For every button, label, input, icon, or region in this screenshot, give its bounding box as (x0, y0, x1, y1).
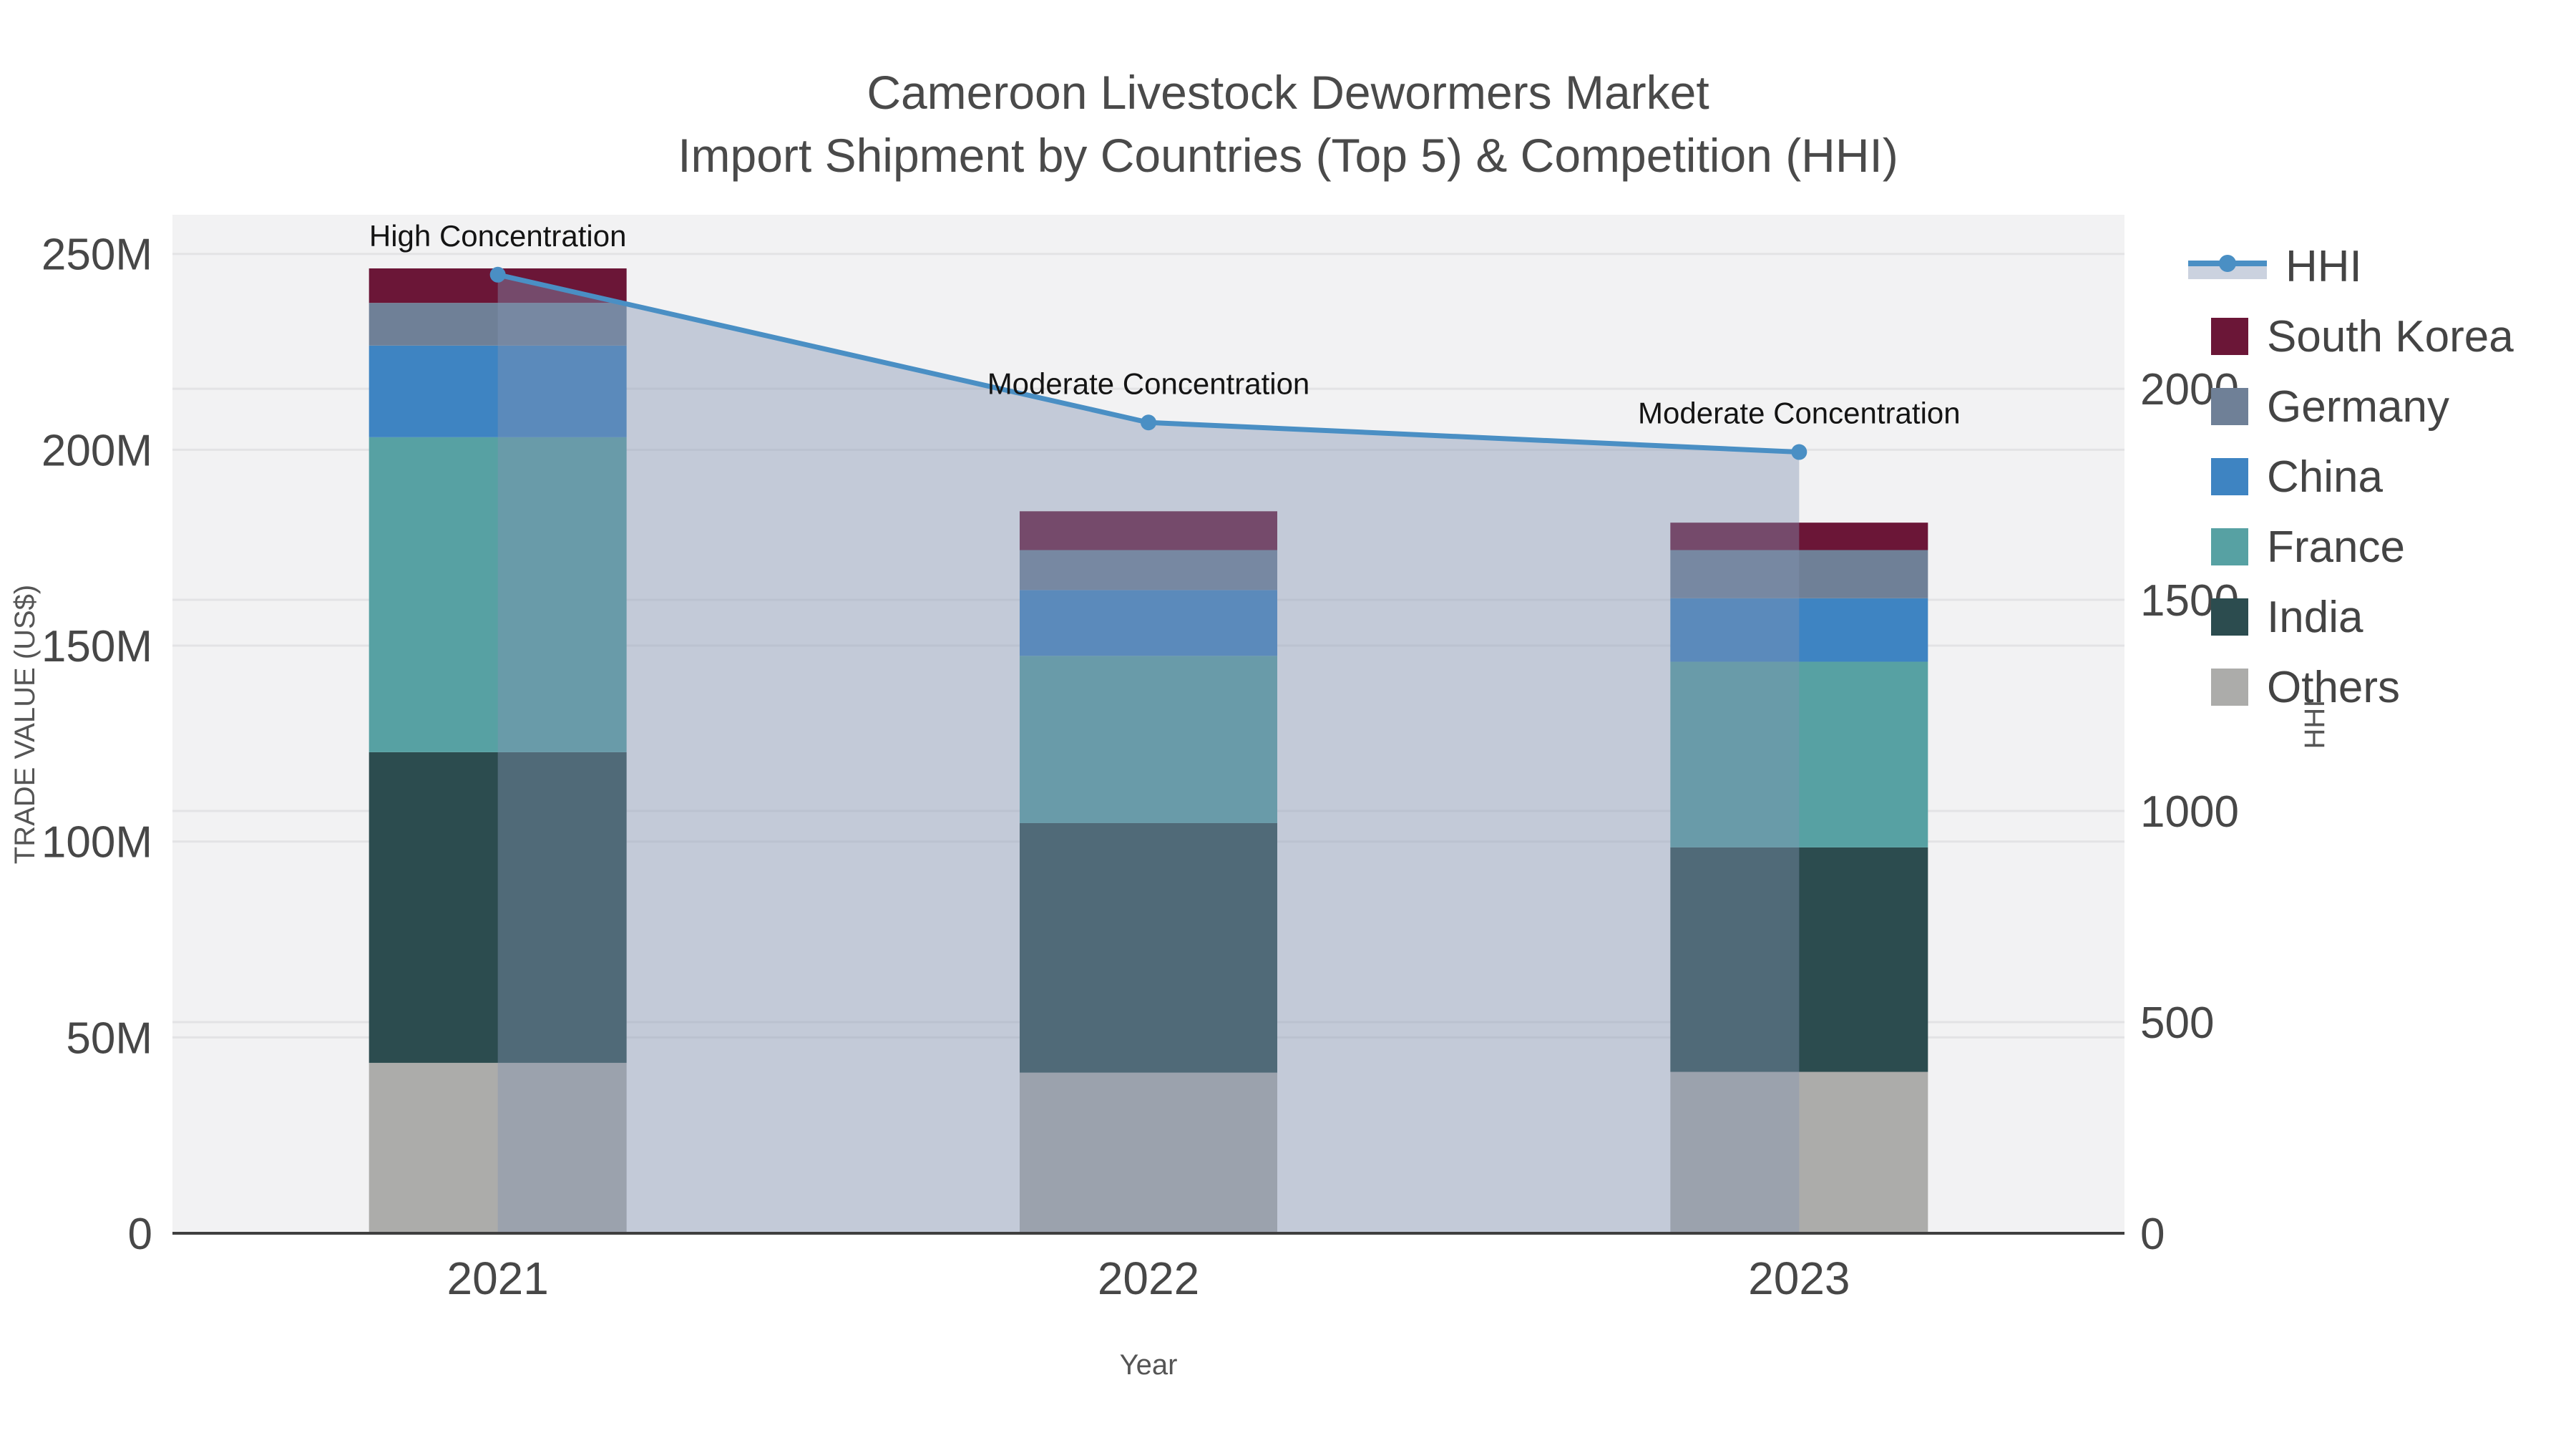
hhi-line-swatch-icon (2188, 255, 2267, 279)
annotation-2023: Moderate Concentration (1638, 397, 1961, 430)
legend-label: China (2267, 452, 2383, 502)
bar-segment-south_korea-2022[interactable] (1020, 511, 1277, 550)
legend-label: HHI (2285, 241, 2362, 291)
hhi-marker-2023[interactable] (1791, 444, 1807, 460)
y2-tick-1000: 1000 (2140, 787, 2239, 837)
legend-label: Germany (2267, 382, 2449, 432)
legend-item-china[interactable]: China (2188, 442, 2514, 512)
chart-title-line2: Import Shipment by Countries (Top 5) & C… (678, 129, 1898, 182)
legend-label: France (2267, 522, 2405, 572)
x-tick-2022: 2022 (1098, 1253, 1199, 1304)
india-swatch-icon (2211, 598, 2248, 636)
bar-segment-china-2023[interactable] (1670, 598, 1928, 662)
y-tick-250M: 250M (42, 230, 152, 280)
china-swatch-icon (2211, 458, 2248, 495)
bar-segment-france-2023[interactable] (1670, 661, 1928, 847)
legend-item-hhi[interactable]: HHI (2188, 231, 2514, 301)
y-axis-title: TRADE VALUE (US$) (9, 585, 41, 864)
bar-segment-france-2022[interactable] (1020, 656, 1277, 823)
legend-item-india[interactable]: India (2188, 582, 2514, 652)
y-tick-0: 0 (128, 1210, 152, 1259)
france-swatch-icon (2211, 528, 2248, 565)
south_korea-swatch-icon (2211, 318, 2248, 355)
plot-layer: High Concentration Moderate Concentration… (42, 215, 2239, 1304)
bar-segment-germany-2023[interactable] (1670, 550, 1928, 598)
y2-tick-500: 500 (2140, 998, 2214, 1048)
bar-segment-india-2022[interactable] (1020, 822, 1277, 1073)
bar-segment-china-2022[interactable] (1020, 590, 1277, 656)
x-tick-2021: 2021 (447, 1253, 548, 1304)
legend-label: Others (2267, 662, 2401, 712)
bar-segment-germany-2022[interactable] (1020, 550, 1277, 591)
legend-label: South Korea (2267, 311, 2514, 361)
y-tick-150M: 150M (42, 622, 152, 671)
legend: HHI South Korea Germany China France India Oth… (2188, 231, 2514, 722)
bar-segment-india-2023[interactable] (1670, 847, 1928, 1072)
y2-axis-title: HHI (2299, 700, 2331, 749)
legend-item-others[interactable]: Others (2188, 652, 2514, 722)
legend-item-france[interactable]: France (2188, 512, 2514, 582)
hhi-marker-2021[interactable] (489, 266, 506, 283)
legend-label: India (2267, 592, 2363, 642)
x-axis-title: Year (1120, 1349, 1178, 1381)
bar-segment-others-2023[interactable] (1670, 1071, 1928, 1233)
hhi-area-fill (497, 274, 1800, 1234)
bar-segment-france-2021[interactable] (369, 437, 627, 752)
y-tick-200M: 200M (42, 426, 152, 475)
legend-item-germany[interactable]: Germany (2188, 371, 2514, 442)
bar-segment-china-2021[interactable] (369, 345, 627, 437)
annotation-2022: Moderate Concentration (987, 366, 1310, 400)
y2-tick-0: 0 (2140, 1210, 2165, 1259)
annotation-2021: High Concentration (369, 219, 627, 253)
y-tick-100M: 100M (42, 818, 152, 868)
hhi-marker-2022[interactable] (1141, 414, 1156, 431)
bar-segment-others-2022[interactable] (1020, 1072, 1277, 1233)
bar-segment-germany-2021[interactable] (369, 303, 627, 346)
bar-segment-india-2021[interactable] (369, 752, 627, 1063)
legend-item-south-korea[interactable]: South Korea (2188, 301, 2514, 371)
germany-swatch-icon (2211, 388, 2248, 425)
others-swatch-icon (2211, 669, 2248, 706)
y-tick-50M: 50M (66, 1014, 152, 1063)
bar-segment-south_korea-2023[interactable] (1670, 523, 1928, 550)
chart-title-line1: Cameroon Livestock Dewormers Market (867, 66, 1709, 119)
bar-segment-others-2021[interactable] (369, 1062, 627, 1233)
x-tick-2023: 2023 (1748, 1253, 1850, 1304)
